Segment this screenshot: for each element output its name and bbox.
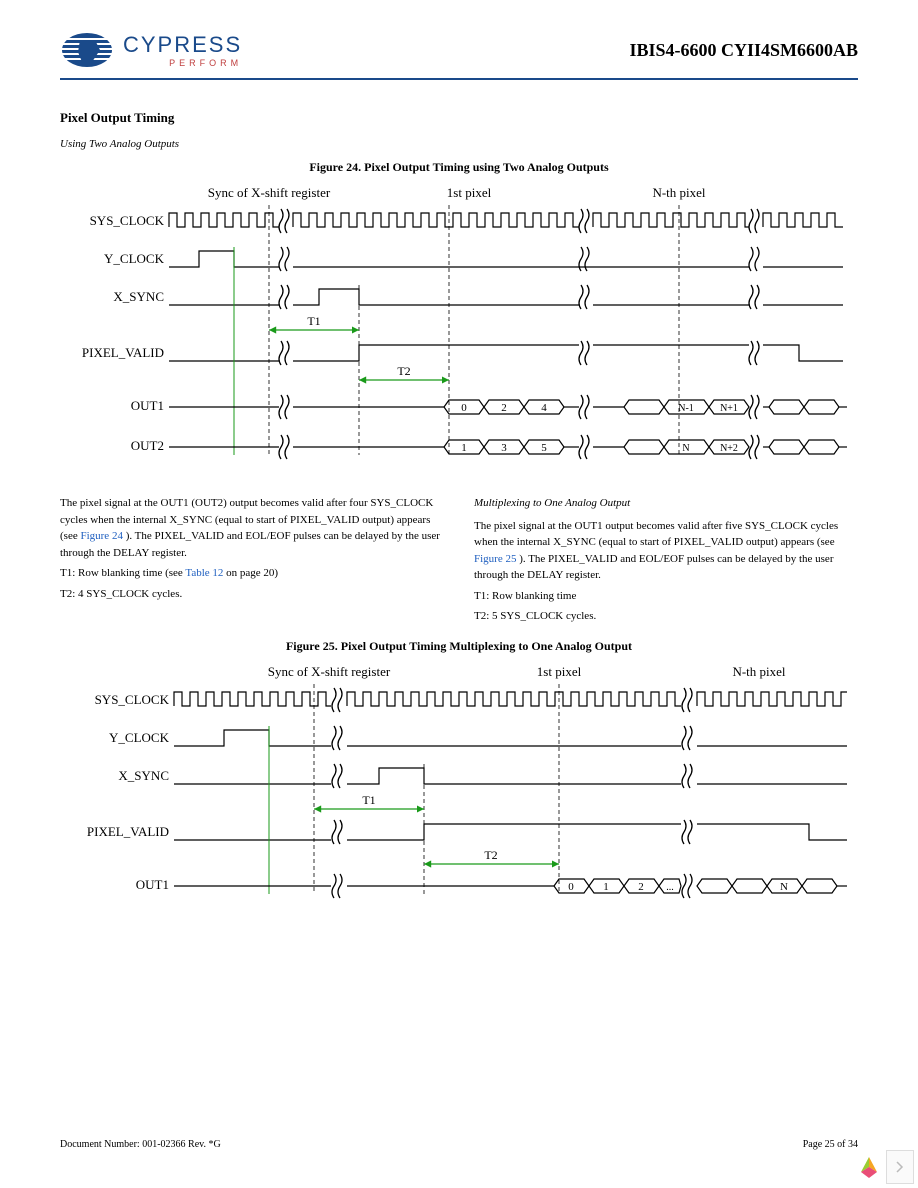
nav-logo-icon[interactable] [852, 1150, 886, 1184]
figure24-diagram: Sync of X-shift register 1st pixel N-th … [69, 185, 849, 475]
link-figure24[interactable]: Figure 24 [80, 530, 122, 542]
sig-yclock: Y_CLOCK [104, 251, 165, 266]
sig-sysclock: SYS_CLOCK [90, 213, 165, 228]
out2-c0: 1 [461, 442, 467, 454]
logo-block: CYPRESS PERFORM [60, 30, 242, 70]
t2-label: T2 [397, 364, 410, 378]
f25-sig0: SYS_CLOCK [95, 692, 170, 707]
figure24-caption: Figure 24. Pixel Output Timing using Two… [60, 160, 858, 175]
f25-t2: T2 [484, 848, 497, 862]
figure25-caption: Figure 25. Pixel Output Timing Multiplex… [60, 639, 858, 654]
t1-label: T1 [307, 314, 320, 328]
out2-c1: 3 [501, 442, 507, 454]
f25-o0: 0 [568, 881, 574, 893]
two-column-text: The pixel signal at the OUT1 (OUT2) outp… [60, 495, 858, 629]
sig-xsync: X_SYNC [113, 289, 164, 304]
label-nthpixel: N-th pixel [652, 185, 705, 200]
rc-p1b: ). The PIXEL_VALID and EOL/EOF pulses ca… [474, 553, 833, 582]
chevron-right-icon [896, 1161, 904, 1173]
out1-c1: 2 [501, 402, 507, 414]
left-column: The pixel signal at the OUT1 (OUT2) outp… [60, 495, 444, 629]
nav-widget [852, 1150, 914, 1184]
sig-out2: OUT2 [131, 438, 164, 453]
f25-sig1: Y_CLOCK [109, 730, 170, 745]
logo-main-text: CYPRESS [123, 32, 242, 58]
nav-next-button[interactable] [886, 1150, 914, 1184]
out1-c0: 0 [461, 402, 467, 414]
f25-o1: 1 [603, 881, 609, 893]
lc-p3: T2: 4 SYS_CLOCK cycles. [60, 586, 444, 603]
cypress-logo-icon [60, 30, 115, 70]
label-sync: Sync of X-shift register [208, 185, 331, 200]
document-title: IBIS4-6600 CYII4SM6600AB [629, 40, 858, 61]
lc-p2b: on page 20) [226, 567, 278, 579]
f25-o3: ... [666, 882, 674, 893]
figure25-diagram: Sync of X-shift register 1st pixel N-th … [69, 664, 849, 924]
out1-c2: 4 [541, 402, 547, 414]
right-column: Multiplexing to One Analog Output The pi… [474, 495, 858, 629]
link-table12[interactable]: Table 12 [185, 567, 223, 579]
rc-p3: T2: 5 SYS_CLOCK cycles. [474, 608, 858, 625]
page-footer: Document Number: 001-02366 Rev. *G Page … [60, 1139, 858, 1150]
out1-c4: N+1 [720, 403, 738, 414]
f25-sig4: OUT1 [136, 877, 169, 892]
sig-pixelvalid: PIXEL_VALID [82, 345, 164, 360]
logo-sub-text: PERFORM [123, 58, 242, 68]
rc-p2: T1: Row blanking time [474, 588, 858, 605]
f25-sig2: X_SYNC [118, 768, 169, 783]
rc-subtitle: Multiplexing to One Analog Output [474, 495, 858, 512]
out2-c2: 5 [541, 442, 547, 454]
subsection-title: Using Two Analog Outputs [60, 138, 858, 150]
out2-c3: N [682, 443, 689, 454]
lc-p2a: T1: Row blanking time (see [60, 567, 185, 579]
f25-o4: N [780, 881, 788, 893]
f25-t1: T1 [362, 793, 375, 807]
footer-left: Document Number: 001-02366 Rev. *G [60, 1139, 221, 1150]
link-figure25[interactable]: Figure 25 [474, 553, 516, 565]
f25-label-nthpixel: N-th pixel [732, 664, 785, 679]
label-1stpixel: 1st pixel [447, 185, 492, 200]
out1-c3: N-1 [678, 403, 694, 414]
page-header: CYPRESS PERFORM IBIS4-6600 CYII4SM6600AB [60, 30, 858, 80]
footer-right: Page 25 of 34 [803, 1139, 858, 1150]
sig-out1: OUT1 [131, 398, 164, 413]
f25-sig3: PIXEL_VALID [87, 824, 169, 839]
f25-label-1stpixel: 1st pixel [537, 664, 582, 679]
section-title: Pixel Output Timing [60, 110, 858, 126]
out2-c4: N+2 [720, 443, 738, 454]
rc-p1a: The pixel signal at the OUT1 output beco… [474, 520, 838, 549]
f25-o2: 2 [638, 881, 644, 893]
f25-label-sync: Sync of X-shift register [268, 664, 391, 679]
